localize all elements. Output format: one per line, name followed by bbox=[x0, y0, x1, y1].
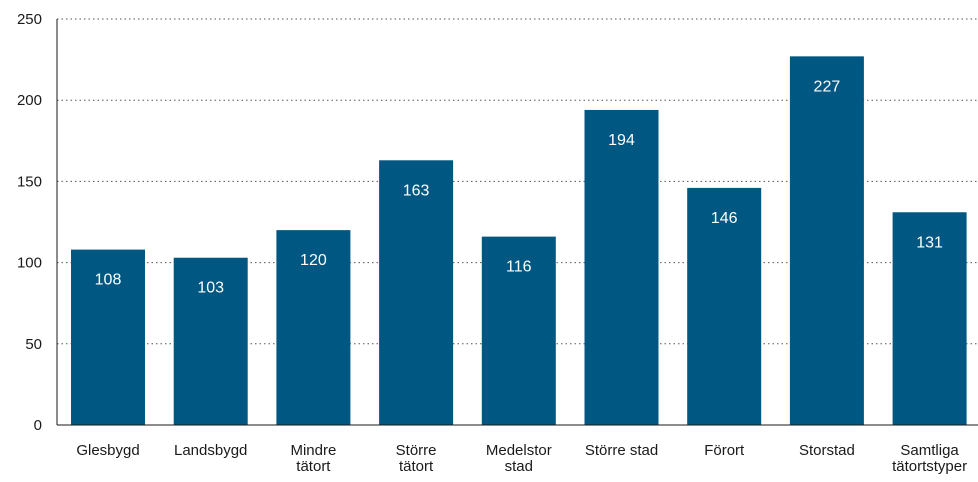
axes bbox=[56, 19, 978, 426]
bar-value-label: 108 bbox=[95, 272, 122, 289]
bar-value-label: 116 bbox=[506, 259, 532, 276]
y-tick-label: 100 bbox=[17, 255, 42, 272]
x-category-label: Större bbox=[396, 442, 437, 459]
bar-value-label: 146 bbox=[711, 210, 738, 227]
x-category-label: tätort bbox=[296, 458, 331, 475]
bar-value-label: 131 bbox=[916, 234, 943, 251]
x-category-label: Förort bbox=[704, 442, 745, 459]
bar bbox=[71, 249, 145, 425]
labels: 0 50 100 150 200 250 108 Glesbygd 103 Landsbygd 12… bbox=[17, 11, 967, 475]
x-category-label: Glesbygd bbox=[76, 442, 139, 459]
y-tick-label: 250 bbox=[17, 11, 42, 28]
bar bbox=[276, 230, 351, 425]
x-category-label: stad bbox=[505, 458, 533, 475]
bar-value-label: 163 bbox=[403, 182, 430, 199]
y-tick-label: 150 bbox=[17, 173, 42, 190]
x-category-label: Medelstor bbox=[486, 442, 552, 459]
bar bbox=[379, 160, 454, 425]
y-tick-label: 0 bbox=[34, 417, 42, 434]
x-category-label: tätortstyper bbox=[892, 458, 967, 475]
bar-value-label: 194 bbox=[608, 132, 635, 149]
x-category-label: Landsbygd bbox=[174, 442, 247, 459]
bar bbox=[173, 257, 248, 425]
bar-value-label: 103 bbox=[197, 280, 224, 297]
x-category-label: Större stad bbox=[585, 442, 658, 459]
bar bbox=[892, 212, 967, 425]
bar bbox=[584, 109, 659, 425]
x-category-label: Samtliga bbox=[900, 442, 959, 459]
bar-value-label: 227 bbox=[814, 78, 841, 95]
y-tick-label: 200 bbox=[17, 92, 42, 109]
x-category-label: Storstad bbox=[799, 442, 855, 459]
x-category-label: Mindre bbox=[290, 442, 336, 459]
bar-value-label: 120 bbox=[300, 252, 327, 269]
bars bbox=[71, 56, 967, 426]
bar bbox=[687, 187, 762, 425]
bar bbox=[789, 56, 864, 426]
bar bbox=[481, 236, 556, 425]
x-category-label: tätort bbox=[399, 458, 434, 475]
y-tick-label: 50 bbox=[25, 336, 42, 353]
